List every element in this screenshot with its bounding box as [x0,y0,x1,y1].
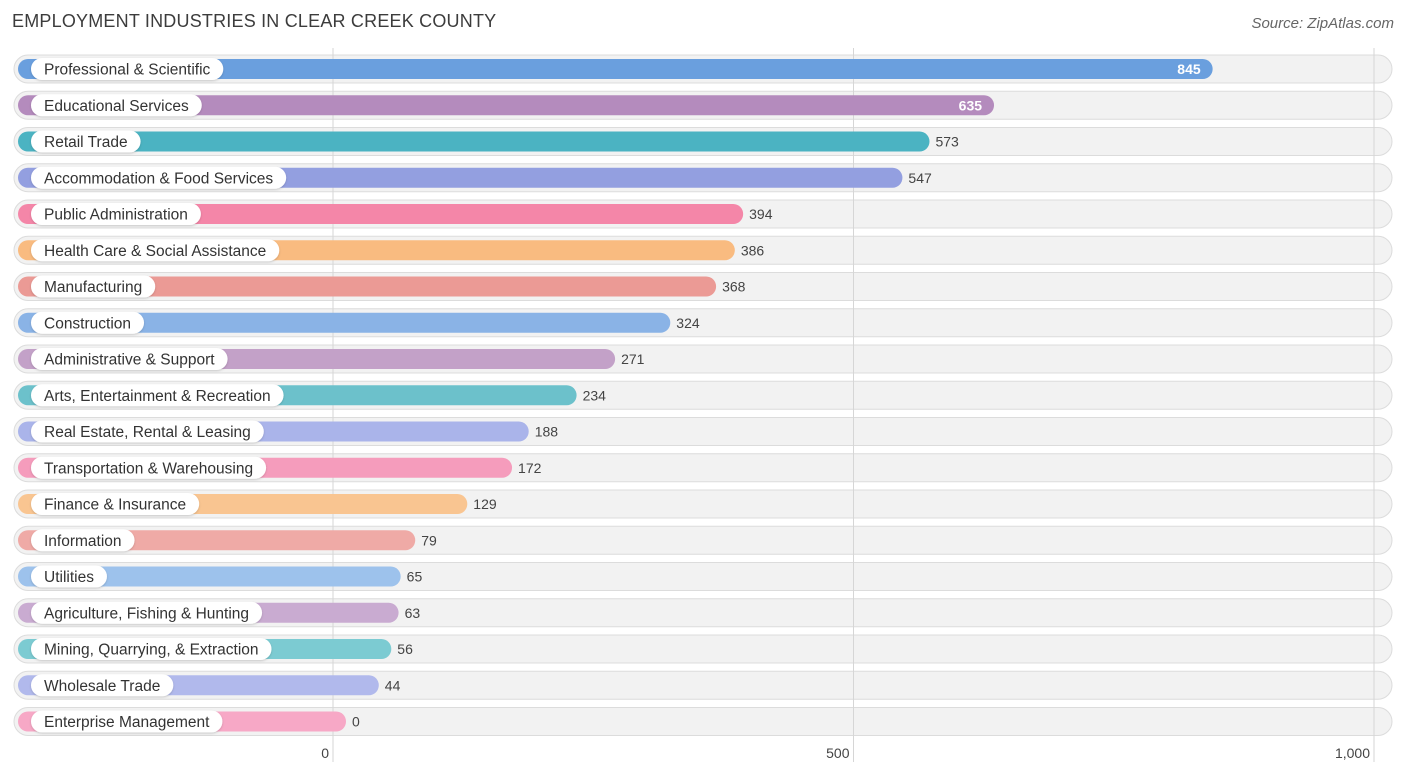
category-label: Professional & Scientific [44,62,211,79]
bar [18,95,995,116]
category-label-pill [31,348,228,370]
value-label: 188 [535,424,559,440]
x-axis: 0 500 1,000 [321,745,1370,761]
category-label-pill [31,420,264,443]
category-label: Construction [44,315,131,332]
bar [18,566,401,587]
category-label: Mining, Quarrying, & Extraction [44,642,259,659]
value-label: 79 [421,532,437,548]
category-label-pill [31,565,107,588]
value-label: 635 [959,97,983,113]
category-label: Enterprise Management [44,714,210,731]
chart-title: EMPLOYMENT INDUSTRIES IN CLEAR CREEK COU… [12,11,497,31]
value-label: 845 [1177,61,1201,77]
category-label: Information [44,533,122,550]
category-label-pill [31,529,135,552]
bar [18,59,1213,79]
x-tick-label: 500 [826,745,850,761]
category-label: Agriculture, Fishing & Hunting [44,605,249,622]
category-label-pill [31,275,156,298]
category-label-pill [31,674,174,697]
value-label: 129 [473,496,497,512]
category-label-pill [31,638,272,660]
value-label: 573 [935,134,959,150]
category-label: Finance & Insurance [44,497,186,514]
x-tick-label: 0 [321,745,329,761]
value-label: 394 [749,206,773,222]
category-label-pill [31,384,284,407]
value-label: 271 [621,351,645,367]
category-label: Arts, Entertainment & Recreation [44,388,271,405]
category-label: Public Administration [44,207,188,224]
category-label-pill [31,130,141,153]
category-label: Manufacturing [44,279,142,296]
category-label: Real Estate, Rental & Leasing [44,424,251,441]
source-credit: Source: ZipAtlas.com [1251,15,1394,32]
category-label-pill [31,601,263,624]
value-label: 65 [407,569,423,585]
category-label-pill [31,311,145,334]
row-track [13,707,1393,736]
category-label: Health Care & Social Assistance [44,243,266,260]
category-label-pill [31,94,202,117]
category-label-pill [31,456,267,479]
bar [18,312,671,333]
category-label: Wholesale Trade [44,678,160,695]
category-label: Utilities [44,569,94,586]
value-label: 547 [908,170,932,186]
value-label: 234 [583,387,607,403]
category-label: Educational Services [44,98,189,115]
value-label: 324 [676,315,700,331]
category-label-pill [31,166,287,189]
value-label: 44 [385,677,401,693]
x-tick-label: 1,000 [1335,745,1370,761]
value-label: 386 [741,242,765,258]
bar [18,276,717,297]
category-label-pill [31,203,201,225]
category-label-pill [31,58,224,80]
value-label: 0 [352,714,360,730]
category-label: Retail Trade [44,134,128,151]
category-label: Transportation & Warehousing [44,460,253,477]
category-label-pill [31,239,280,262]
value-label: 368 [722,279,746,295]
category-label: Accommodation & Food Services [44,170,273,187]
bar [18,131,930,152]
bars [18,59,1213,732]
value-label: 172 [518,460,542,476]
category-label-pill [31,710,223,733]
value-label: 63 [405,605,421,621]
category-label-pill [31,493,200,515]
value-label: 56 [397,641,413,657]
category-label: Administrative & Support [44,352,215,369]
